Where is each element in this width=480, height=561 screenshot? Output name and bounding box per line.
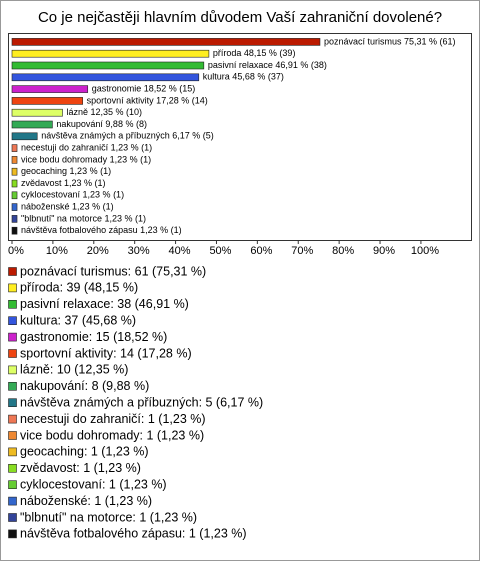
- x-tick-label: 30%: [128, 245, 150, 257]
- x-tick-label: 50%: [209, 245, 231, 257]
- data-label: náboženské 1,23 % (1): [21, 201, 114, 211]
- data-label: necestuji do zahraničí 1,23 % (1): [21, 142, 152, 152]
- legend-swatch: [8, 480, 17, 490]
- legend-swatch: [8, 513, 17, 522]
- legend-label: příroda: 39 (48,15 %): [20, 281, 138, 295]
- legend-label: kultura: 37 (45,68 %): [20, 313, 136, 327]
- bar: [11, 167, 18, 176]
- legend-swatch: [8, 299, 17, 309]
- x-tick-label: 80%: [332, 245, 354, 257]
- legend-swatch: [8, 431, 17, 440]
- data-label: návštěva známých a příbuzných 6,17 % (5): [41, 131, 214, 141]
- legend-label: geocaching: 1 (1,23 %): [20, 445, 149, 459]
- legend-swatch: [8, 381, 17, 391]
- legend-swatch: [8, 316, 17, 326]
- bar: [11, 144, 18, 152]
- x-tick-label: 60%: [250, 245, 272, 257]
- plot-frame: [8, 33, 472, 241]
- data-label: zvědavost 1,23 % (1): [21, 178, 106, 188]
- x-tick-label: 0%: [8, 245, 24, 257]
- data-label: sportovní aktivity 17,28 % (14): [87, 95, 208, 105]
- legend-swatch: [8, 365, 17, 375]
- legend-swatch: [8, 398, 17, 408]
- legend-swatch: [8, 414, 17, 424]
- legend-label: sportovní aktivity: 14 (17,28 %): [20, 346, 192, 360]
- data-label: nakupování 9,88 % (8): [56, 119, 147, 129]
- bar: [11, 191, 18, 200]
- legend-swatch: [8, 267, 17, 276]
- data-label: kultura 45,68 % (37): [203, 72, 284, 82]
- data-label: "blbnutí" na motorce 1,23 % (1): [21, 213, 146, 223]
- legend-swatch: [8, 349, 17, 358]
- bar: [11, 108, 63, 117]
- data-label: gastronomie 18,52 % (15): [92, 83, 196, 93]
- legend-label: necestuji do zahraničí: 1 (1,23 %): [20, 412, 206, 426]
- bar: [11, 38, 321, 46]
- legend-swatch: [8, 463, 17, 473]
- x-tick-label: 70%: [291, 245, 313, 257]
- bar: [11, 156, 18, 164]
- legend-label: vice bodu dohromady: 1 (1,23 %): [20, 428, 204, 442]
- data-label: návštěva fotbalového zápasu 1,23 % (1): [21, 225, 182, 235]
- bar: [11, 61, 205, 70]
- bar: [11, 97, 83, 105]
- legend-swatch: [8, 283, 17, 293]
- legend-label: návštěva fotbalového zápasu: 1 (1,23 %): [20, 527, 247, 541]
- bar: [11, 85, 89, 93]
- chart-title: Co je nejčastěji hlavním důvodem Vaší za…: [38, 9, 442, 26]
- data-label: vice bodu dohromady 1,23 % (1): [21, 154, 151, 164]
- x-tick-label: 10%: [46, 245, 68, 257]
- legend-swatch: [8, 332, 17, 342]
- bar: [11, 215, 18, 223]
- legend-label: zvědavost: 1 (1,23 %): [20, 461, 141, 475]
- data-label: geocaching 1,23 % (1): [21, 166, 111, 176]
- bar: [11, 226, 18, 235]
- x-tick-label: 100%: [411, 245, 439, 257]
- data-label: příroda 48,15 % (39): [213, 48, 296, 58]
- legend-swatch: [8, 447, 17, 457]
- bar: [11, 179, 18, 188]
- data-label: poznávací turismus 75,31 % (61): [324, 36, 456, 46]
- legend-label: poznávací turismus: 61 (75,31 %): [20, 264, 206, 278]
- x-tick-label: 90%: [373, 245, 395, 257]
- legend-label: pasivní relaxace: 38 (46,91 %): [20, 297, 189, 311]
- legend-swatch: [8, 529, 17, 539]
- legend-label: lázně: 10 (12,35 %): [20, 363, 128, 377]
- bar: [11, 73, 200, 82]
- legend-label: návštěva známých a příbuzných: 5 (6,17 %…: [20, 395, 263, 409]
- data-label: cyklocestovaní 1,23 % (1): [21, 190, 124, 200]
- bar: [11, 203, 18, 211]
- legend-swatch: [8, 496, 17, 506]
- legend-label: cyklocestovaní: 1 (1,23 %): [20, 477, 167, 491]
- data-label: pasivní relaxace 46,91 % (38): [208, 60, 327, 70]
- legend-label: nakupování: 8 (9,88 %): [20, 379, 149, 393]
- legend-label: "blbnutí" na motorce: 1 (1,23 %): [20, 510, 197, 524]
- bar: [11, 49, 210, 58]
- x-tick-label: 20%: [87, 245, 109, 257]
- x-tick-label: 40%: [169, 245, 191, 257]
- bar: [11, 132, 38, 141]
- bar: [11, 120, 53, 129]
- legend-label: gastronomie: 15 (18,52 %): [20, 330, 167, 344]
- legend-label: náboženské: 1 (1,23 %): [20, 494, 152, 508]
- data-label: lázně 12,35 % (10): [67, 107, 143, 117]
